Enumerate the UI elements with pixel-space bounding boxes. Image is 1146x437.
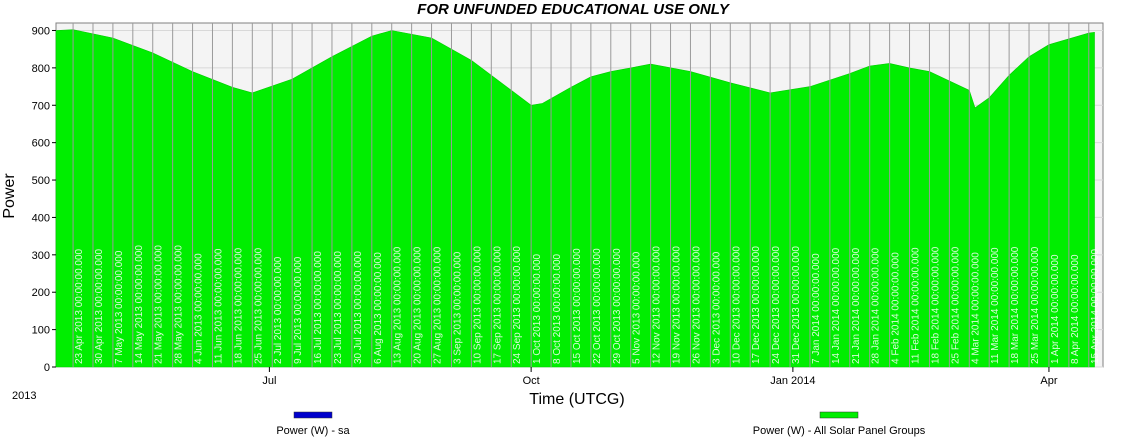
week-date-label: 25 Feb 2014 00:00:00.000	[950, 246, 961, 364]
week-date-label: 24 Sep 2013 00:00:00.000	[512, 246, 523, 364]
week-date-label: 17 Dec 2013 00:00:00.000	[751, 246, 762, 364]
week-date-label: 28 May 2013 00:00:00.000	[174, 245, 185, 364]
week-date-label: 9 Jul 2013 00:00:00.000	[293, 256, 304, 364]
week-date-label: 10 Dec 2013 00:00:00.000	[731, 246, 742, 364]
chart-title: FOR UNFUNDED EDUCATIONAL USE ONLY	[417, 1, 731, 18]
y-tick-label: 400	[32, 212, 50, 224]
week-date-label: 11 Mar 2014 00:00:00.000	[990, 247, 1001, 364]
y-axis-ticks: 0 100 200 300 400 500 600 700 800 900	[32, 25, 56, 374]
week-date-label: 22 Oct 2013 00:00:00.000	[592, 248, 603, 364]
week-date-label: 11 Feb 2014 00:00:00.000	[911, 247, 922, 364]
week-date-label: 18 Feb 2014 00:00:00.000	[930, 246, 941, 364]
weekly-date-labels: 23 Apr 2013 00:00:00.000 30 Apr 2013 00:0…	[74, 245, 1101, 364]
x-axis-label: Time (UTCG)	[529, 391, 624, 408]
week-date-label: 14 May 2013 00:00:00.000	[134, 245, 145, 364]
y-tick-label: 100	[32, 325, 50, 337]
legend-label-solar-panels: Power (W) - All Solar Panel Groups	[753, 425, 926, 437]
week-date-label: 13 Aug 2013 00:00:00.000	[393, 246, 404, 364]
legend-item-solar-panels: Power (W) - All Solar Panel Groups	[753, 411, 926, 437]
week-date-label: 27 Aug 2013 00:00:00.000	[433, 246, 444, 364]
week-date-label: 29 Oct 2013 00:00:00.000	[612, 248, 623, 364]
week-date-label: 7 Jan 2014 00:00:00.000	[811, 253, 822, 364]
week-date-label: 26 Nov 2013 00:00:00.000	[692, 246, 703, 364]
week-date-label: 24 Dec 2013 00:00:00.000	[771, 246, 782, 364]
week-date-label: 31 Dec 2013 00:00:00.000	[791, 246, 802, 364]
weekly-vertical-lines	[72, 23, 1090, 367]
week-date-label: 25 Mar 2014 00:00:00.000	[1030, 246, 1041, 364]
week-date-label: 4 Feb 2014 00:00:00.000	[891, 252, 902, 364]
week-date-label: 21 May 2013 00:00:00.000	[154, 245, 165, 364]
week-date-label: 23 Jul 2013 00:00:00.000	[333, 251, 344, 364]
legend-item-sa: Power (W) - sa	[276, 411, 351, 437]
week-date-label: 2 Jul 2013 00:00:00.000	[273, 256, 284, 364]
week-date-label: 3 Dec 2013 00:00:00.000	[711, 251, 722, 364]
week-date-label: 17 Sep 2013 00:00:00.000	[492, 246, 503, 364]
week-date-label: 10 Sep 2013 00:00:00.000	[472, 246, 483, 364]
week-date-label: 4 Jun 2013 00:00:00.000	[194, 253, 205, 364]
week-date-label: 8 Oct 2013 00:00:00.000	[552, 253, 563, 364]
week-date-label: 15 Apr 2014 00:00:00.000	[1090, 248, 1101, 364]
y-axis-label: Power	[1, 173, 18, 219]
week-date-label: 15 Oct 2013 00:00:00.000	[572, 248, 583, 364]
y-tick-label: 200	[32, 287, 50, 299]
legend-swatch-sa	[293, 411, 333, 419]
x-axis-ticks: Jul Oct Jan 2014 Apr	[262, 367, 1058, 387]
x-tick-label: Oct	[523, 375, 540, 387]
week-date-label: 6 Aug 2013 00:00:00.000	[373, 252, 384, 364]
week-date-label: 21 Jan 2014 00:00:00.000	[851, 247, 862, 364]
week-date-label: 30 Jul 2013 00:00:00.000	[353, 251, 364, 364]
y-tick-label: 600	[32, 138, 50, 150]
week-date-label: 19 Nov 2013 00:00:00.000	[672, 246, 683, 364]
x-start-label: 2013	[12, 390, 36, 402]
legend-swatch-solar-panels	[819, 411, 859, 419]
y-tick-label: 900	[32, 25, 50, 37]
week-date-label: 28 Jan 2014 00:00:00.000	[871, 247, 882, 364]
x-tick-label: Jul	[262, 375, 276, 387]
week-date-label: 1 Oct 2013 00:00:00.000	[532, 253, 543, 364]
y-tick-label: 500	[32, 175, 50, 187]
legend-label-sa: Power (W) - sa	[276, 425, 350, 437]
week-date-label: 1 Apr 2014 00:00:00.000	[1050, 254, 1061, 364]
week-date-label: 25 Jun 2013 00:00:00.000	[253, 247, 264, 364]
week-date-label: 14 Jan 2014 00:00:00.000	[831, 247, 842, 364]
week-date-label: 3 Sep 2013 00:00:00.000	[453, 251, 464, 364]
y-tick-label: 700	[32, 100, 50, 112]
x-tick-label: Jan 2014	[770, 375, 815, 387]
week-date-label: 18 Jun 2013 00:00:00.000	[233, 247, 244, 364]
week-date-label: 12 Nov 2013 00:00:00.000	[652, 246, 663, 364]
week-date-label: 20 Aug 2013 00:00:00.000	[413, 246, 424, 364]
week-date-label: 23 Apr 2013 00:00:00.000	[74, 248, 85, 364]
y-tick-label: 800	[32, 63, 50, 75]
x-tick-label: Apr	[1040, 375, 1057, 387]
week-date-label: 7 May 2013 00:00:00.000	[114, 250, 125, 364]
week-date-label: 16 Jul 2013 00:00:00.000	[313, 251, 324, 364]
week-date-label: 8 Apr 2014 00:00:00.000	[1070, 254, 1081, 364]
y-tick-label: 300	[32, 250, 50, 262]
week-date-label: 30 Apr 2013 00:00:00.000	[94, 248, 105, 364]
week-date-label: 4 Mar 2014 00:00:00.000	[970, 252, 981, 364]
legend: Power (W) - sa Power (W) - All Solar Pan…	[276, 411, 926, 437]
week-date-label: 5 Nov 2013 00:00:00.000	[632, 251, 643, 364]
week-date-label: 11 Jun 2013 00:00:00.000	[214, 248, 225, 364]
y-tick-label: 0	[44, 362, 50, 374]
week-date-label: 18 Mar 2014 00:00:00.000	[1010, 246, 1021, 364]
